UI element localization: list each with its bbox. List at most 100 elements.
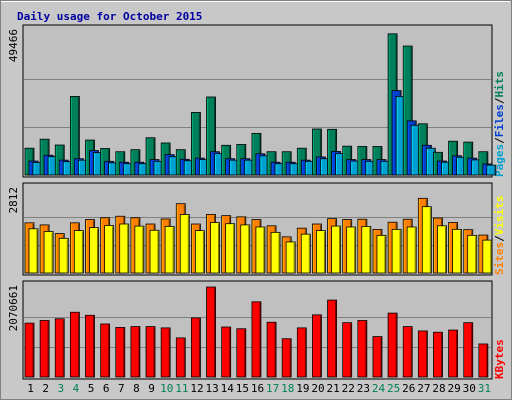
bar-kbytes-day-8 (130, 326, 141, 378)
bar-kbytes-day-27 (417, 330, 428, 378)
x-tick-label: 24 (372, 382, 386, 395)
bar-kbytes-day-13 (206, 286, 216, 378)
label-part: KBytes (493, 339, 506, 379)
bar-kbytes-day-4 (69, 311, 80, 378)
bar-sites-day-7 (119, 223, 130, 274)
x-tick-label: 26 (402, 382, 415, 395)
x-tick-label: 8 (133, 382, 140, 395)
panel-series-label: Sites/Visits (493, 196, 506, 276)
x-tick-label: 22 (342, 382, 355, 395)
x-tick-label: 31 (478, 382, 491, 395)
bar-kbytes-day-25 (387, 312, 398, 378)
x-tick-label: 19 (296, 382, 309, 395)
x-tick-label: 4 (73, 382, 80, 395)
bar-sites-day-1 (28, 228, 39, 274)
x-tick-label: 28 (432, 382, 445, 395)
x-tick-label: 9 (148, 382, 155, 395)
y-max-label: 2812 (7, 187, 20, 214)
bar-kbytes-day-21 (327, 299, 337, 378)
bar-kbytes-day-7 (115, 327, 126, 378)
x-tick-label: 1 (27, 382, 34, 395)
x-tick-label: 5 (88, 382, 95, 395)
panel-series-label: KBytes (493, 339, 506, 379)
x-tick-label: 11 (175, 382, 188, 395)
x-tick-label: 20 (311, 382, 324, 395)
label-separator: / (493, 235, 506, 242)
bar-sites-day-27 (421, 206, 432, 274)
x-tick-label: 16 (251, 382, 264, 395)
bar-kbytes-day-29 (448, 329, 459, 378)
bar-sites-day-23 (361, 225, 372, 274)
bar-kbytes-day-15 (236, 328, 247, 378)
bar-sites-day-9 (149, 229, 160, 274)
bar-sites-day-25 (391, 228, 402, 274)
bar-sites-day-18 (285, 241, 296, 274)
bar-kbytes-day-10 (160, 327, 171, 378)
x-tick-label: 21 (327, 382, 340, 395)
bar-kbytes-day-28 (433, 331, 443, 378)
bar-kbytes-day-14 (221, 326, 232, 378)
bar-kbytes-day-1 (24, 322, 35, 378)
x-axis: 1 2 3 4 5 6 7 8 9 10 11 12 13 14 15 16 17 18 19 20 21 22 23 24 2… (27, 382, 491, 395)
chart-panels: 49466Pages/Files/Hits2812Sites/Visits207… (7, 24, 506, 380)
bar-sites-day-19 (300, 233, 311, 274)
x-tick-label: 7 (118, 382, 125, 395)
bar-kbytes-day-22 (342, 322, 353, 378)
y-max-label: 2070661 (7, 285, 20, 331)
bar-kbytes-day-30 (463, 322, 474, 378)
bar-sites-day-28 (437, 225, 447, 274)
bar-sites-day-16 (255, 226, 266, 274)
bar-kbytes-day-26 (402, 326, 413, 378)
bar-pages-day-31 (486, 164, 497, 176)
bar-kbytes-day-18 (281, 338, 292, 378)
bar-sites-day-17 (270, 231, 281, 274)
bar-sites-day-13 (210, 222, 220, 274)
x-tick-label: 15 (236, 382, 249, 395)
label-part: Files (493, 104, 506, 137)
x-tick-label: 27 (417, 382, 430, 395)
x-tick-label: 14 (221, 382, 235, 395)
bar-sites-day-8 (134, 225, 145, 274)
bar-kbytes-day-20 (312, 314, 322, 378)
panel-2: 2812 Sites/Visits (7, 182, 506, 276)
bar-sites-day-6 (104, 225, 115, 274)
label-separator: / (493, 137, 506, 144)
bar-sites-day-22 (346, 226, 357, 274)
bar-sites-day-31 (482, 239, 493, 274)
panel-series-label: Pages/Files/Hits (493, 71, 506, 177)
chart-title: Daily usage for October 2015 (17, 10, 202, 23)
label-part: Hits (493, 71, 506, 98)
bar-sites-day-3 (58, 237, 69, 274)
bar-kbytes-day-19 (296, 327, 307, 378)
bar-sites-day-5 (89, 227, 99, 274)
bar-sites-day-29 (452, 228, 463, 274)
x-tick-label: 25 (387, 382, 400, 395)
bar-sites-day-26 (406, 226, 417, 274)
bar-sites-day-2 (43, 231, 54, 274)
panel-3: 2070661 KBytes (7, 280, 506, 380)
x-tick-label: 3 (58, 382, 65, 395)
x-tick-label: 17 (266, 382, 279, 395)
bar-sites-day-10 (164, 225, 175, 274)
x-tick-label: 12 (190, 382, 203, 395)
x-tick-label: 2 (42, 382, 49, 395)
bar-kbytes-day-16 (251, 301, 262, 378)
label-part: Sites (493, 242, 506, 275)
bar-sites-day-24 (376, 234, 387, 274)
x-tick-label: 29 (448, 382, 461, 395)
x-tick-label: 13 (205, 382, 218, 395)
label-part: Visits (493, 196, 506, 236)
bar-kbytes-day-2 (39, 320, 50, 378)
bar-kbytes-day-5 (85, 314, 95, 378)
bar-kbytes-day-11 (175, 337, 186, 378)
bar-kbytes-day-31 (478, 343, 489, 378)
bar-kbytes-day-17 (266, 321, 277, 378)
bar-sites-day-12 (195, 230, 205, 274)
x-tick-label: 10 (160, 382, 173, 395)
bar-kbytes-day-3 (54, 318, 65, 378)
bar-sites-day-11 (179, 214, 190, 274)
bar-sites-day-30 (467, 234, 478, 274)
bar-kbytes-day-6 (100, 323, 111, 378)
bar-sites-day-15 (240, 224, 251, 274)
